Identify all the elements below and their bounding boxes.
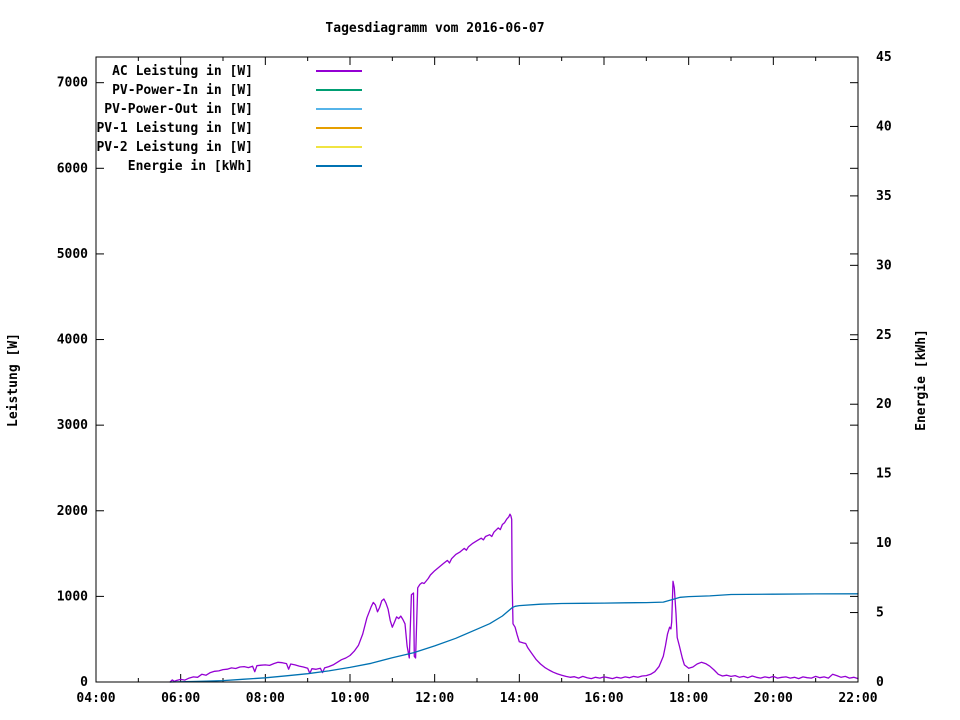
legend-label: PV-2 Leistung in [W] [96, 140, 253, 155]
y-right-tick-label: 5 [876, 606, 884, 621]
y-right-tick-label: 40 [876, 119, 892, 134]
x-tick-label: 08:00 [246, 691, 285, 706]
plot-area-border [95, 56, 859, 683]
y-right-axis-label: Energie [kWh] [914, 329, 929, 431]
legend-item: PV-2 Leistung in [W] [96, 140, 362, 155]
chart-title: Tagesdiagramm vom 2016-06-07 [325, 21, 544, 36]
x-tick-label: 10:00 [330, 691, 369, 706]
y-left-tick-label: 1000 [57, 589, 88, 604]
legend: AC Leistung in [W] PV-Power-In in [W] PV-P… [96, 64, 362, 174]
legend-label: PV-Power-Out in [W] [104, 102, 253, 117]
x-tick-label: 20:00 [754, 691, 793, 706]
y-right-tick-label: 30 [876, 258, 892, 273]
legend-item: AC Leistung in [W] [112, 64, 362, 79]
legend-item: PV-Power-Out in [W] [104, 102, 362, 117]
y-left-tick-label: 5000 [57, 247, 88, 262]
legend-item: PV-1 Leistung in [W] [96, 121, 362, 136]
x-tick-label: 12:00 [415, 691, 454, 706]
legend-label: PV-1 Leistung in [W] [96, 121, 253, 136]
x-tick-label: 16:00 [584, 691, 623, 706]
y-left-axis-label: Leistung [W] [6, 333, 21, 427]
legend-label: AC Leistung in [W] [112, 64, 253, 79]
y-right-tick-label: 15 [876, 467, 892, 482]
x-tick-label: 04:00 [76, 691, 115, 706]
x-tick-label: 22:00 [838, 691, 877, 706]
energy-series-line [169, 593, 859, 683]
x-tick-label: 18:00 [669, 691, 708, 706]
legend-item: PV-Power-In in [W] [112, 83, 362, 98]
y-left-tick-label: 2000 [57, 504, 88, 519]
y-left-tick-label: 0 [80, 675, 88, 690]
series-lines [169, 513, 859, 683]
x-tick-label: 06:00 [161, 691, 200, 706]
y-right-tick-label: 35 [876, 189, 892, 204]
legend-item: Energie in [kWh] [128, 159, 362, 174]
axis-tick-labels: 04:00 06:00 08:00 10:00 12:00 14:00 16:00 18:00… [57, 50, 892, 706]
power-series-line [169, 513, 859, 683]
legend-label: PV-Power-In in [W] [112, 83, 253, 98]
y-right-tick-label: 25 [876, 328, 892, 343]
y-right-tick-label: 45 [876, 50, 892, 65]
y-left-tick-label: 4000 [57, 333, 88, 348]
y-left-tick-label: 7000 [57, 76, 88, 91]
y-right-tick-label: 20 [876, 397, 892, 412]
y-left-tick-label: 3000 [57, 418, 88, 433]
legend-label: Energie in [kWh] [128, 159, 253, 174]
y-left-tick-label: 6000 [57, 161, 88, 176]
y-right-tick-label: 10 [876, 536, 892, 551]
y-right-tick-label: 0 [876, 675, 884, 690]
x-tick-label: 14:00 [500, 691, 539, 706]
